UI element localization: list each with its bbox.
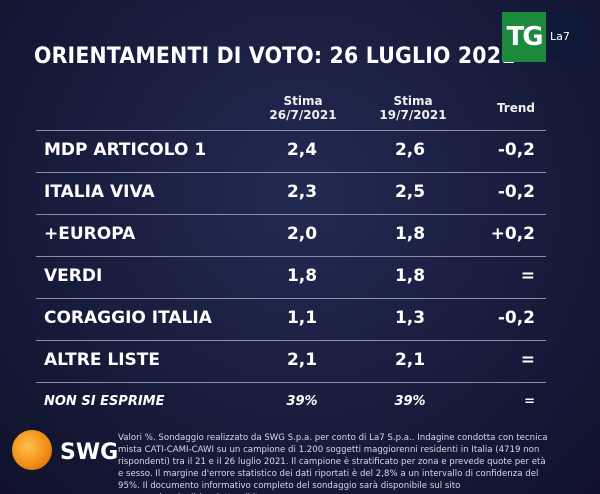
row-divider [36, 256, 546, 257]
cell: 39% [286, 394, 318, 409]
swg-logo-icon [12, 430, 52, 470]
cell: 2,0 [286, 224, 318, 244]
row-label: ITALIA VIVA [44, 182, 155, 202]
column-header: 26/7/2021 [269, 108, 337, 122]
row-divider [36, 382, 546, 383]
logo-tg: TG [502, 12, 546, 62]
cell: +0,2 [490, 224, 535, 244]
cell: 1,1 [286, 308, 318, 328]
cell: -0,2 [497, 140, 535, 160]
cell: 2,6 [394, 140, 426, 160]
row-label: +EUROPA [44, 224, 136, 244]
row-divider [36, 340, 546, 341]
column-header: Trend [496, 101, 535, 115]
row-divider [36, 298, 546, 299]
cell: 39% [394, 394, 426, 409]
row-divider [36, 214, 546, 215]
cell: = [520, 266, 535, 286]
row-label: CORAGGIO ITALIA [44, 308, 212, 328]
row-label: ALTRE LISTE [44, 350, 161, 370]
row-divider [36, 130, 546, 131]
cell: = [524, 394, 535, 409]
cell: -0,2 [497, 182, 535, 202]
logo-channel: La7 [546, 12, 588, 62]
cell: 2,5 [394, 182, 426, 202]
column-header: 19/7/2021 [379, 108, 447, 122]
cell: 1,8 [394, 266, 426, 286]
cell: 2,3 [286, 182, 318, 202]
column-header: Stima [283, 94, 323, 108]
cell: = [520, 350, 535, 370]
cell: 2,4 [286, 140, 318, 160]
row-label: NON SI ESPRIME [44, 394, 165, 409]
cell: 1,8 [286, 266, 318, 286]
row-label: VERDI [44, 266, 103, 286]
column-header: Stima [393, 94, 433, 108]
row-divider [36, 172, 546, 173]
footnote: Valori %. Sondaggio realizzato da SWG S.… [118, 433, 548, 494]
swg-logo: SWG [60, 440, 119, 465]
row-label: MDP ARTICOLO 1 [44, 140, 207, 160]
title: ORIENTAMENTI DI VOTO: 26 LUGLIO 2021 [34, 44, 516, 69]
cell: 2,1 [286, 350, 318, 370]
cell: 2,1 [394, 350, 426, 370]
cell: 1,8 [394, 224, 426, 244]
cell: -0,2 [497, 308, 535, 328]
cell: 1,3 [394, 308, 426, 328]
